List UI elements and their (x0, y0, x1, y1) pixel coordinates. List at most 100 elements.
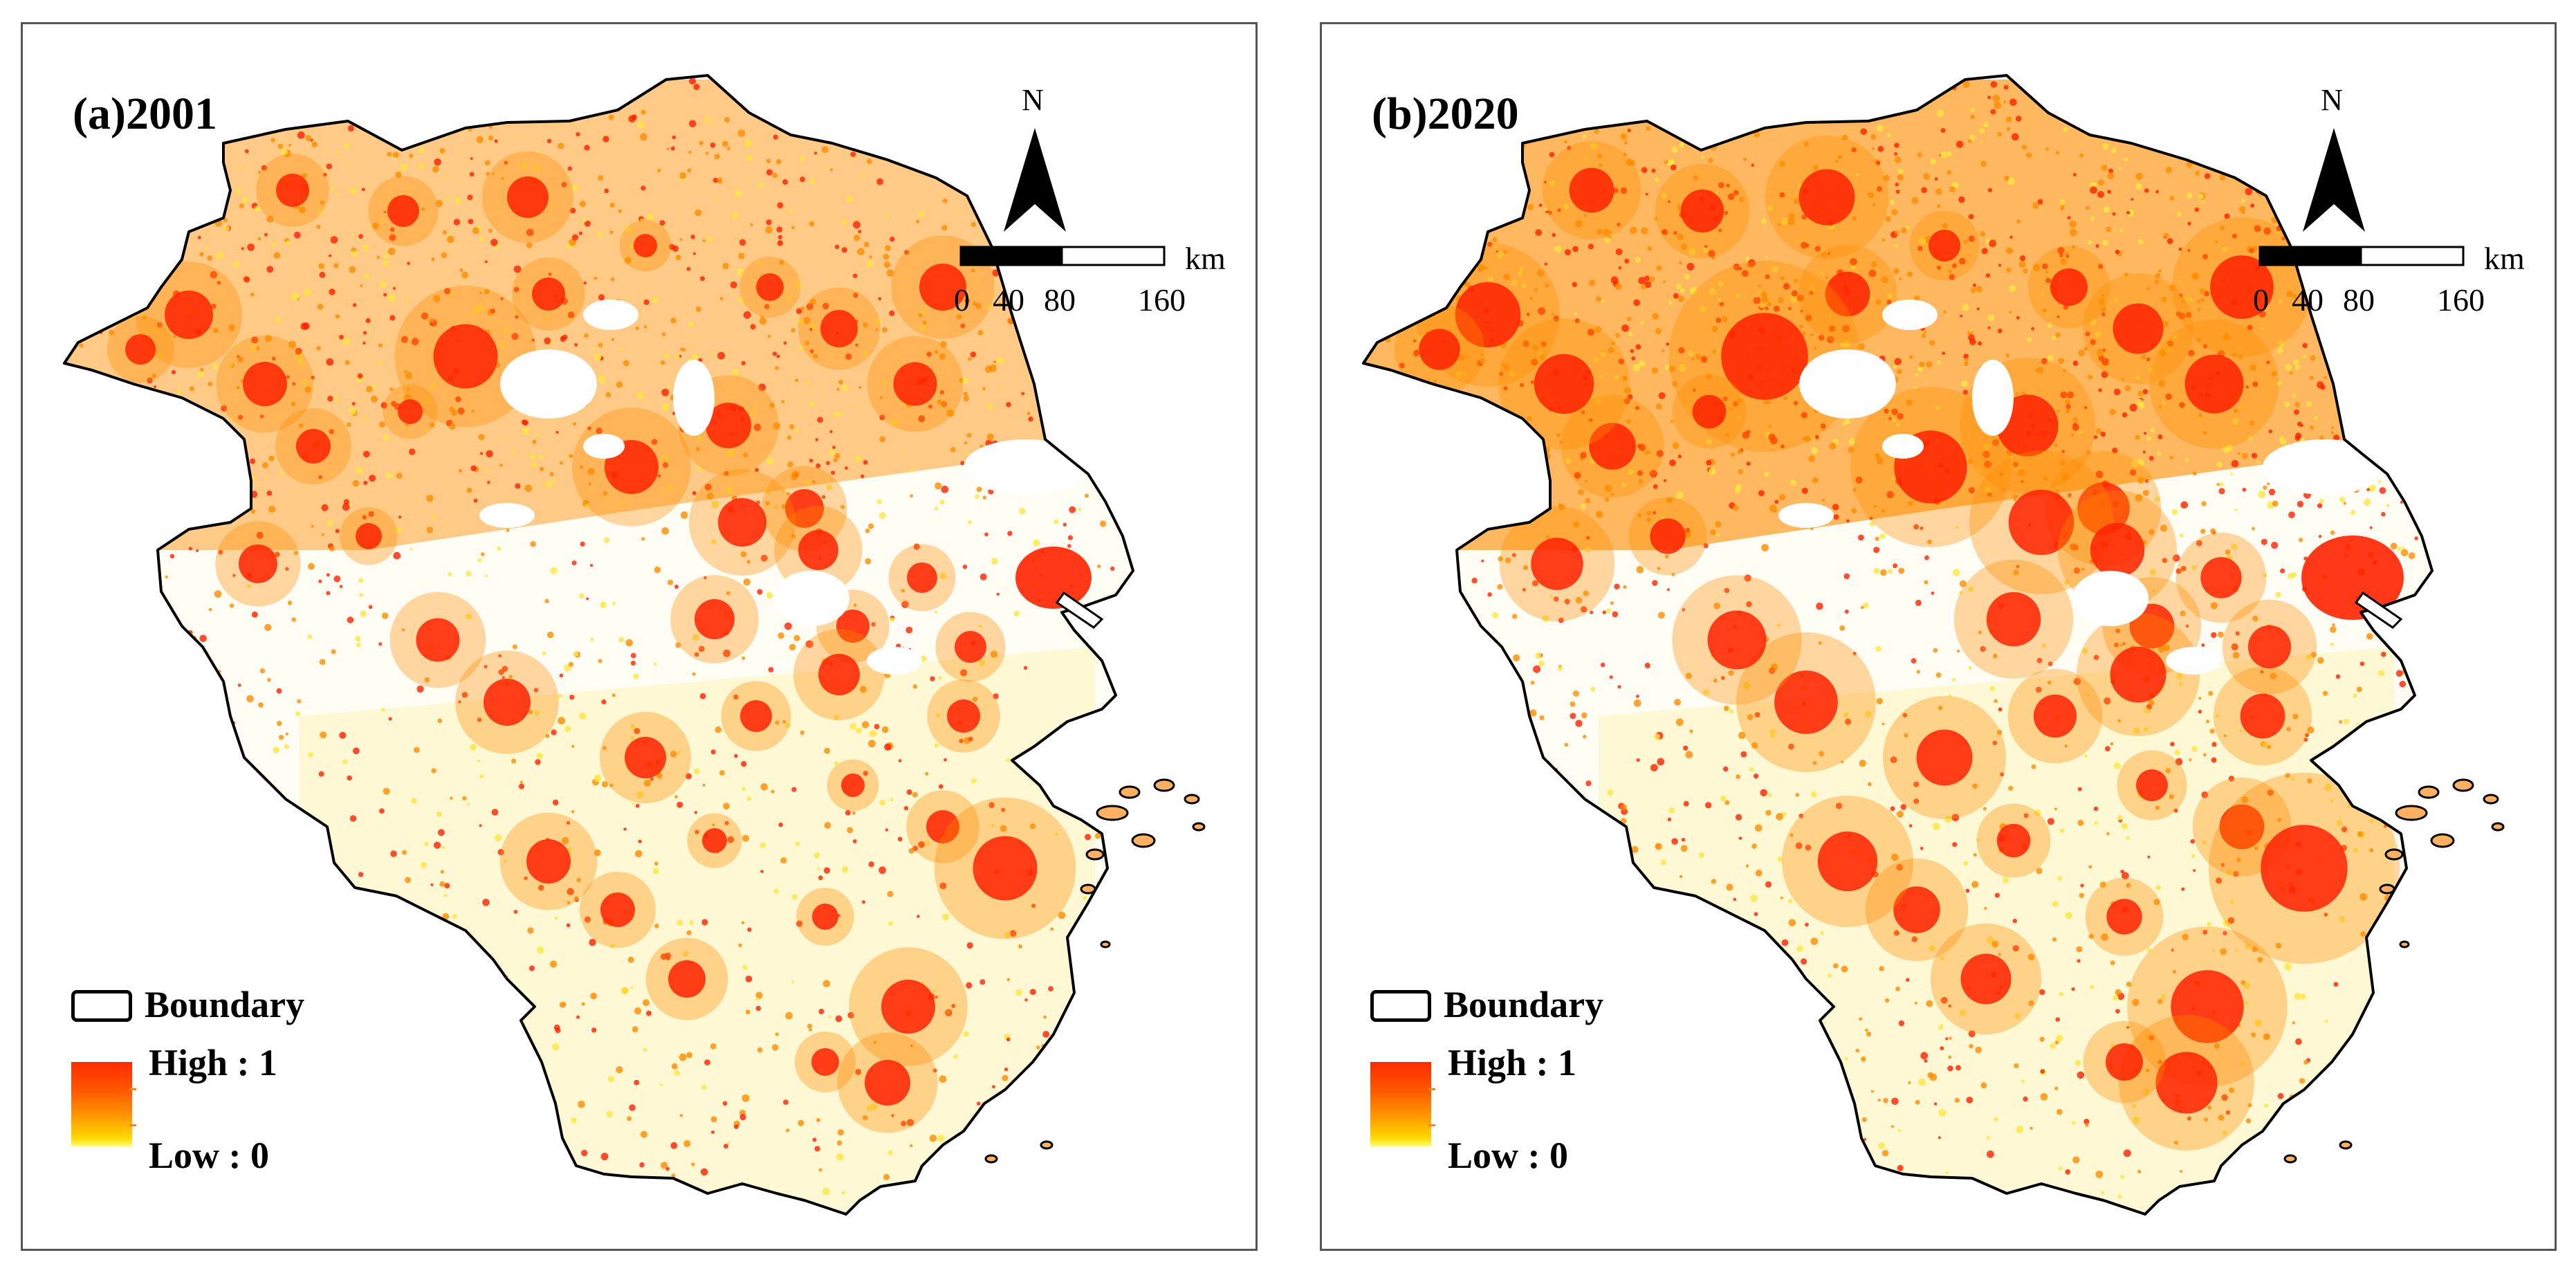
urban-hotspot (389, 592, 486, 688)
urban-hotspot (1736, 632, 1876, 772)
north-arrow-icon (1004, 128, 1066, 232)
legend-color-ramp (71, 1062, 132, 1146)
urban-hotspot (383, 384, 438, 439)
urban-hotspot (275, 408, 351, 484)
urban-hotspot (796, 888, 854, 946)
legend-ramp-tick (129, 1088, 136, 1090)
urban-hotspot (1498, 318, 1630, 450)
scale-tick: 0 (2253, 282, 2269, 318)
urban-hotspot (1655, 163, 1750, 259)
urban-hotspot (837, 1032, 938, 1133)
island (2379, 883, 2395, 895)
urban-hotspot (1561, 394, 1664, 498)
region-map (1362, 74, 2505, 1216)
urban-hotspot (906, 790, 979, 863)
urban-hotspot (1672, 575, 1802, 705)
metro-core (1015, 547, 1092, 609)
legend-boundary-swatch (1370, 990, 1431, 1022)
urban-hotspot (340, 507, 398, 565)
legend-color-ramp (1370, 1062, 1431, 1146)
scale-tick: 0 (954, 282, 970, 318)
island (2430, 833, 2455, 848)
urban-hotspot (455, 650, 559, 754)
map-panel-2020: (b)2020 N km 0 40 80 160 Boundary High :… (1320, 22, 2557, 1251)
urban-hotspot (1882, 695, 2007, 820)
urban-hotspot (1542, 140, 1641, 240)
scale-bar-icon (959, 246, 1166, 266)
lake (583, 300, 638, 330)
urban-hotspot (2082, 273, 2194, 385)
scale-tick: 40 (993, 282, 1024, 318)
lake (1799, 349, 1896, 419)
urban-hotspot (2127, 926, 2288, 1087)
lake (867, 647, 922, 675)
urban-hotspot (867, 336, 964, 432)
urban-hotspot (774, 506, 863, 594)
urban-hotspot (600, 712, 691, 803)
urban-hotspot (927, 679, 1000, 753)
lake (1778, 503, 1834, 528)
island (2483, 794, 2499, 805)
island (1153, 778, 1175, 792)
legend-boundary-label: Boundary (145, 984, 305, 1025)
urban-hotspot (107, 315, 174, 383)
urban-hotspot (934, 797, 1076, 940)
urban-hotspot (394, 285, 537, 428)
urban-hotspot (2085, 877, 2164, 956)
legend-low-label: Low : 0 (149, 1135, 269, 1176)
urban-hotspot (1953, 559, 2074, 679)
legend-high-label: High : 1 (1448, 1042, 1577, 1083)
island (2395, 805, 2428, 821)
urban-hotspot (827, 759, 879, 812)
urban-hotspot (888, 544, 956, 612)
urban-hotspot (215, 521, 301, 607)
urban-hotspot (572, 407, 691, 526)
urban-hotspot (1499, 506, 1615, 622)
urban-hotspot (1394, 304, 1485, 395)
scale-tick: 80 (1044, 282, 1076, 318)
urban-hotspot (619, 219, 672, 272)
island (1040, 1140, 1054, 1150)
urban-hotspot (2007, 668, 2103, 764)
urban-hotspot (482, 152, 573, 243)
island (2452, 778, 2474, 792)
urban-hotspot (216, 335, 314, 433)
scale-unit: km (1185, 241, 1226, 276)
urban-hotspot (1909, 210, 1980, 281)
region-boundary (1362, 74, 2434, 1216)
urban-hotspot (2149, 319, 2279, 449)
urban-hotspot (1969, 450, 2113, 594)
region-boundary (63, 74, 1134, 1216)
island (1119, 785, 1141, 799)
legend-ramp-tick (1428, 1088, 1435, 1090)
urban-hotspot (2213, 666, 2312, 766)
urban-hotspot (2208, 772, 2400, 964)
panel-title: (a)2001 (73, 89, 217, 139)
lake (964, 439, 1088, 495)
island (2384, 848, 2404, 861)
urban-hotspot (499, 812, 598, 910)
urban-hotspot (739, 257, 800, 318)
lake (479, 503, 535, 528)
estuary-island (2354, 591, 2403, 629)
lake (2166, 647, 2221, 675)
urban-hotspot (762, 466, 847, 551)
urban-hotspot (1628, 497, 1707, 576)
urban-hotspot (849, 947, 968, 1066)
scale-unit: km (2484, 241, 2525, 276)
lake (500, 349, 597, 419)
urban-hotspot (721, 681, 791, 751)
urban-hotspot (1765, 135, 1889, 259)
map-panel-2001: (a)2001 N km 0 40 80 160 Boundary High :… (21, 22, 1258, 1251)
scale-bar-icon (2258, 246, 2465, 266)
island (2418, 785, 2440, 799)
urban-hotspot (2117, 750, 2187, 821)
urban-hotspot (2076, 612, 2200, 737)
scale-tick: 160 (2437, 282, 2485, 318)
island (2283, 1154, 2297, 1164)
island (1096, 805, 1129, 821)
land-density-layer (1363, 75, 2432, 1214)
legend-high-label: High : 1 (149, 1042, 278, 1083)
urban-hotspot (798, 287, 881, 370)
island (984, 1154, 998, 1164)
